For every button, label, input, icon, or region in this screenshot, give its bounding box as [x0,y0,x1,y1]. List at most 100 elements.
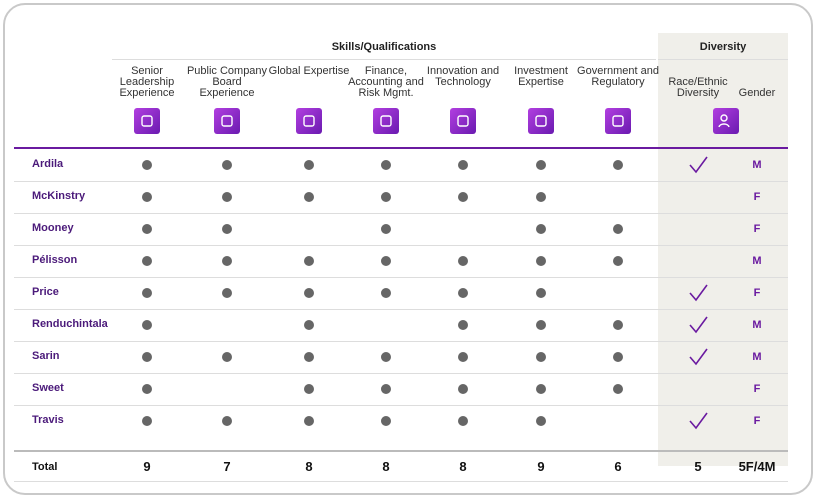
skill-dot [458,352,468,362]
skill-dot [613,160,623,170]
row-rule [14,277,788,278]
director-name: Pélisson [32,254,78,266]
director-name: McKinstry [32,190,86,202]
diversity-check [688,347,708,372]
skill-dot [222,288,232,298]
column-header: Innovation and Technology [426,65,500,88]
skill-dot [304,288,314,298]
column-header: Race/Ethnic Diversity [668,76,728,99]
skill-dot [304,352,314,362]
icon-glyph [221,115,233,127]
gender: M [752,159,762,171]
skill-dot [458,416,468,426]
header-rule [658,59,788,60]
column-icon [528,108,554,134]
column-header: Public Company Board Experience [186,65,268,99]
skill-dot [536,352,546,362]
skill-dot [458,192,468,202]
total-value: 6 [614,459,622,474]
icon-glyph [535,115,547,127]
skill-dot [536,416,546,426]
check-glyph [689,316,708,334]
skill-dot [142,288,152,298]
row-rule [14,341,788,342]
director-name: Price [32,286,59,298]
director-name: Sweet [32,382,64,394]
skill-dot [222,352,232,362]
skill-dot [536,192,546,202]
skill-dot [613,384,623,394]
skill-dot [458,384,468,394]
header-rule [112,59,656,60]
total-value: 5 [694,459,702,474]
total-value: 5F/4M [738,459,776,474]
skill-dot [536,224,546,234]
column-header: Gender [738,87,776,99]
header-divider [14,147,788,149]
diversity-check [688,411,708,436]
skill-dot [536,320,546,330]
column-icon [713,108,739,134]
row-rule [14,245,788,246]
skill-dot [613,256,623,266]
skill-dot [304,384,314,394]
skill-dot [304,256,314,266]
total-value: 9 [537,459,545,474]
skill-dot [613,320,623,330]
icon-glyph [380,115,392,127]
gender: F [753,191,761,203]
icon-glyph [141,115,153,127]
check-glyph [689,412,708,430]
skill-dot [381,256,391,266]
bottom-rule [14,481,788,482]
row-rule [14,213,788,214]
gender: M [752,319,762,331]
skill-dot [222,256,232,266]
diversity-panel [658,33,788,466]
skill-dot [536,256,546,266]
gender: M [752,351,762,363]
column-header: Global Expertise [268,65,350,77]
total-label: Total [32,461,58,473]
skill-dot [142,416,152,426]
director-name: Mooney [32,222,74,234]
icon-glyph [718,114,730,128]
skill-dot [222,416,232,426]
row-rule [14,373,788,374]
diversity-check [688,155,708,180]
skill-dot [381,160,391,170]
director-name: Ardila [32,158,64,170]
gender: F [753,383,761,395]
check-glyph [689,156,708,174]
skill-dot [222,192,232,202]
total-rule [14,450,788,452]
skill-dot [142,384,152,394]
skill-dot [222,224,232,234]
skill-dot [613,224,623,234]
skill-dot [142,224,152,234]
row-rule [14,405,788,406]
skill-dot [381,224,391,234]
diversity-check [688,283,708,308]
total-value: 8 [382,459,390,474]
gender: F [753,415,761,427]
column-icon [373,108,399,134]
skill-dot [536,160,546,170]
skill-dot [381,192,391,202]
skill-dot [142,320,152,330]
check-glyph [689,284,708,302]
column-icon [214,108,240,134]
column-header: Investment Expertise [514,65,568,88]
skill-dot [536,288,546,298]
skill-dot [304,192,314,202]
column-icon [134,108,160,134]
skill-dot [458,160,468,170]
diversity-title: Diversity [699,41,747,53]
skill-dot [142,192,152,202]
skill-dot [613,352,623,362]
skill-dot [304,416,314,426]
skill-dot [142,256,152,266]
column-icon [296,108,322,134]
icon-glyph [457,115,469,127]
